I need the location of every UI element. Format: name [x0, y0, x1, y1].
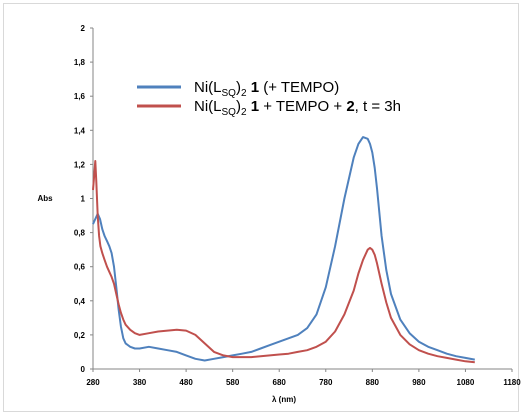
legend-text-part: (+ TEMPO): [259, 79, 339, 96]
legend-text-part: 2: [241, 88, 247, 99]
y-axis-label: Abs: [37, 194, 53, 203]
y-tick-label: 1,6: [74, 92, 86, 101]
legend-text-part: Ni(L: [194, 79, 222, 96]
x-tick-label: 480: [179, 378, 193, 387]
legend-text-part: 2: [241, 107, 247, 118]
legend-text-part: SQ: [222, 107, 237, 118]
y-tick-label: 0,8: [74, 229, 86, 238]
x-tick-label: 1180: [503, 378, 521, 387]
x-tick-label: 580: [226, 378, 240, 387]
legend-text-part: SQ: [222, 88, 237, 99]
legend-text-part: + TEMPO +: [259, 98, 346, 115]
legend-text-part: , t = 3h: [355, 98, 401, 115]
x-tick-label: 980: [412, 378, 426, 387]
series-line-1: [92, 136, 475, 362]
y-tick-label: 1: [81, 195, 86, 204]
x-tick-label: 880: [366, 378, 380, 387]
x-tick-label: 1080: [457, 378, 475, 387]
y-tick-label: 1,2: [74, 160, 86, 169]
series-lines: [92, 136, 475, 364]
y-tick-label: 0,2: [74, 331, 86, 340]
legend-text-part: 1: [247, 98, 260, 115]
legend: Ni(LSQ)2 1 (+ TEMPO)Ni(LSQ)2 1 + TEMPO +…: [137, 79, 401, 118]
legend-label-2: Ni(LSQ)2 1 + TEMPO + 2, t = 3h: [194, 98, 401, 118]
legend-text-part: 2: [346, 98, 354, 115]
chart-frame: [3, 3, 519, 412]
x-axis-label: λ (nm): [272, 395, 296, 404]
x-tick-label: 780: [319, 378, 333, 387]
y-tick-label: 1,4: [74, 126, 86, 135]
x-tick-label: 380: [133, 378, 147, 387]
y-tick-label: 0: [81, 365, 86, 374]
legend-label-1: Ni(LSQ)2 1 (+ TEMPO): [194, 79, 339, 99]
legend-text-part: 1: [247, 79, 260, 96]
y-tick-label: 0,6: [74, 263, 86, 272]
legend-text-part: ): [236, 98, 241, 115]
legend-text-part: ): [236, 79, 241, 96]
y-tick-label: 2: [81, 24, 86, 33]
series-line-2: [92, 160, 475, 364]
legend-text-part: Ni(L: [194, 98, 222, 115]
y-tick-label: 0,4: [74, 297, 86, 306]
x-tick-label: 680: [273, 378, 287, 387]
y-tick-label: 1,8: [74, 58, 86, 67]
ticks: 0 0,2 0,4 0,6 0,8 1 1,2 1,4 1,6 1,8 2 280 380 480 580 6…: [74, 24, 521, 387]
x-tick-label: 280: [86, 378, 100, 387]
